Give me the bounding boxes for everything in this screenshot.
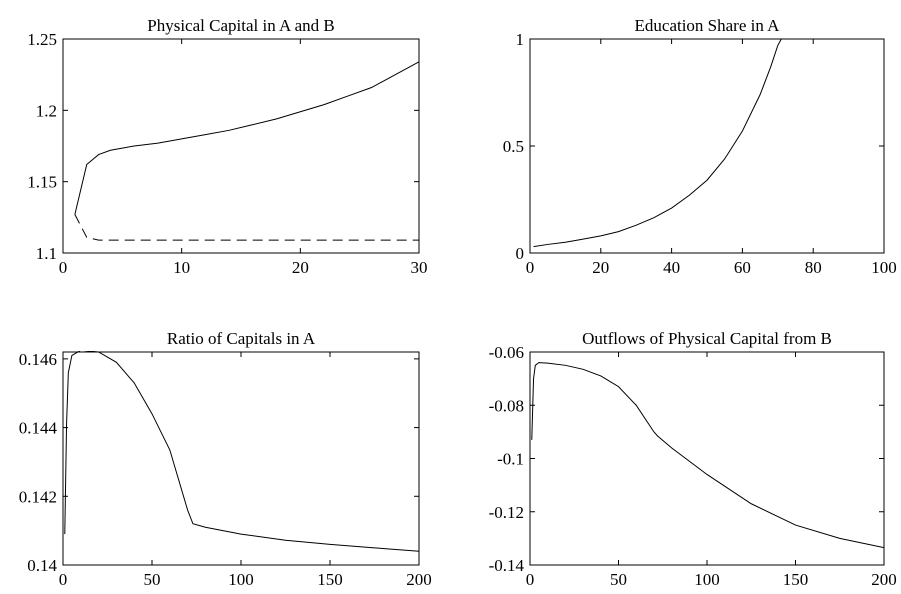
y-tick-label: 1 <box>516 30 525 49</box>
x-tick-label: 200 <box>406 570 432 589</box>
line-series <box>74 214 419 241</box>
y-tick-label: 0 <box>516 244 525 263</box>
y-tick-label: -0.08 <box>489 396 524 415</box>
chart-title: Education Share in A <box>635 16 781 35</box>
y-tick-label: -0.1 <box>497 450 524 469</box>
y-tick-label: -0.14 <box>489 556 525 575</box>
axes-frame <box>529 38 885 254</box>
x-tick-label: 20 <box>292 258 309 277</box>
x-tick-label: 100 <box>871 258 897 277</box>
y-tick-label: 1.1 <box>36 244 57 263</box>
y-tick-label: 0.144 <box>19 419 58 438</box>
x-tick-label: 100 <box>694 570 720 589</box>
line-series <box>74 61 419 215</box>
line-series <box>533 38 782 248</box>
line-series <box>531 362 884 549</box>
axes-frame <box>62 38 420 254</box>
x-tick-label: 10 <box>173 258 190 277</box>
x-tick-label: 20 <box>592 258 609 277</box>
x-tick-label: 0 <box>526 258 535 277</box>
y-tick-label: 0.146 <box>19 350 57 369</box>
chart-title: Physical Capital in A and B <box>147 16 334 35</box>
y-tick-label: -0.06 <box>489 343 524 362</box>
y-tick-label: 0.14 <box>27 556 57 575</box>
x-tick-label: 60 <box>734 258 751 277</box>
axes-frame <box>62 351 420 566</box>
x-tick-label: 100 <box>228 570 254 589</box>
y-tick-label: 1.25 <box>27 30 57 49</box>
x-tick-label: 30 <box>411 258 428 277</box>
y-tick-label: 0.142 <box>19 487 57 506</box>
x-tick-label: 80 <box>805 258 822 277</box>
x-tick-label: 0 <box>526 570 535 589</box>
x-tick-label: 150 <box>783 570 809 589</box>
y-tick-label: -0.12 <box>489 503 524 522</box>
axes-frame <box>529 351 885 566</box>
x-tick-label: 0 <box>59 570 68 589</box>
line-series <box>64 351 419 552</box>
y-tick-label: 0.5 <box>503 137 524 156</box>
x-tick-label: 200 <box>871 570 897 589</box>
chart-title: Ratio of Capitals in A <box>167 329 316 348</box>
x-tick-label: 0 <box>59 258 68 277</box>
x-tick-label: 150 <box>317 570 343 589</box>
x-tick-label: 50 <box>144 570 161 589</box>
x-tick-label: 40 <box>663 258 680 277</box>
y-tick-label: 1.2 <box>36 101 57 120</box>
x-tick-label: 50 <box>610 570 627 589</box>
chart-title: Outflows of Physical Capital from B <box>582 329 832 348</box>
y-tick-label: 1.15 <box>27 173 57 192</box>
